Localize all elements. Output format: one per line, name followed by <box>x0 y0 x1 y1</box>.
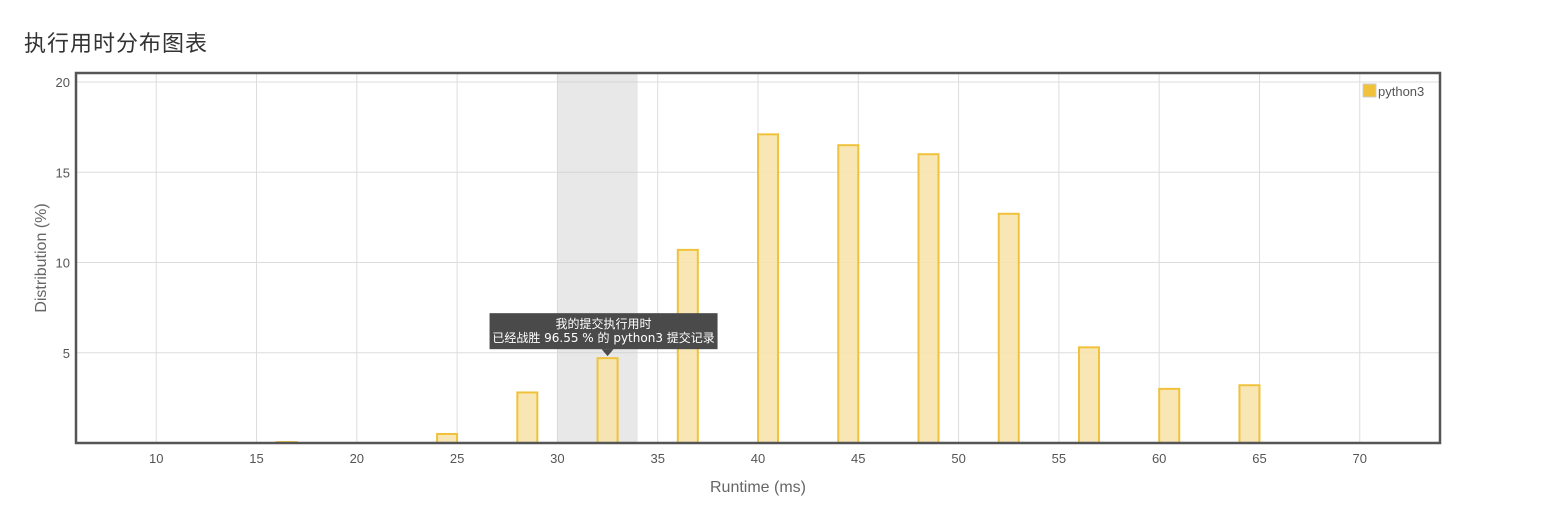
legend-label-python3[interactable]: python3 <box>1378 84 1424 99</box>
tooltip-line2: 已经战胜 96.55 % 的 python3 提交记录 <box>492 330 714 345</box>
x-tick-label: 60 <box>1152 451 1166 466</box>
x-tick-label: 15 <box>249 451 263 466</box>
y-axis-title: Distribution (%) <box>33 203 50 312</box>
tooltip-arrow <box>601 349 614 357</box>
bar[interactable] <box>837 144 860 444</box>
legend-swatch-python3[interactable] <box>1362 83 1377 98</box>
bar[interactable] <box>1077 346 1100 444</box>
legend[interactable]: python3 <box>1362 83 1424 99</box>
y-tick-label: 5 <box>63 346 70 361</box>
bar[interactable] <box>596 357 619 445</box>
x-tick-label: 70 <box>1353 451 1367 466</box>
tooltip: 我的提交执行用时 已经战胜 96.55 % 的 python3 提交记录 <box>489 313 718 357</box>
x-tick-label: 35 <box>650 451 664 466</box>
bars <box>275 133 1261 445</box>
y-tick-labels: 5 10 15 20 <box>56 75 70 361</box>
bar[interactable] <box>516 391 539 444</box>
x-tick-label: 65 <box>1252 451 1266 466</box>
x-tick-label: 45 <box>851 451 865 466</box>
y-tick-label: 15 <box>56 165 70 180</box>
x-tick-labels: 10 15 20 25 30 35 40 45 50 55 60 65 70 <box>149 451 1367 466</box>
x-tick-label: 20 <box>350 451 364 466</box>
tooltip-line1: 我的提交执行用时 <box>556 316 652 331</box>
x-tick-label: 40 <box>751 451 765 466</box>
bar[interactable] <box>1238 384 1261 444</box>
bar[interactable] <box>917 153 940 444</box>
bar[interactable] <box>997 212 1020 444</box>
bar[interactable] <box>436 432 459 445</box>
tooltip-box <box>489 313 718 350</box>
y-tick-label: 20 <box>56 75 70 90</box>
x-tick-label: 25 <box>450 451 464 466</box>
x-tick-label: 50 <box>951 451 965 466</box>
x-axis-title: Runtime (ms) <box>710 479 806 496</box>
bar[interactable] <box>1158 387 1181 445</box>
x-tick-label: 30 <box>550 451 564 466</box>
y-tick-label: 10 <box>56 256 70 271</box>
x-tick-label: 10 <box>149 451 163 466</box>
page-title: 执行用时分布图表 <box>24 32 209 57</box>
bar[interactable] <box>757 133 780 445</box>
plot-frame <box>74 71 1442 445</box>
x-tick-label: 55 <box>1052 451 1066 466</box>
